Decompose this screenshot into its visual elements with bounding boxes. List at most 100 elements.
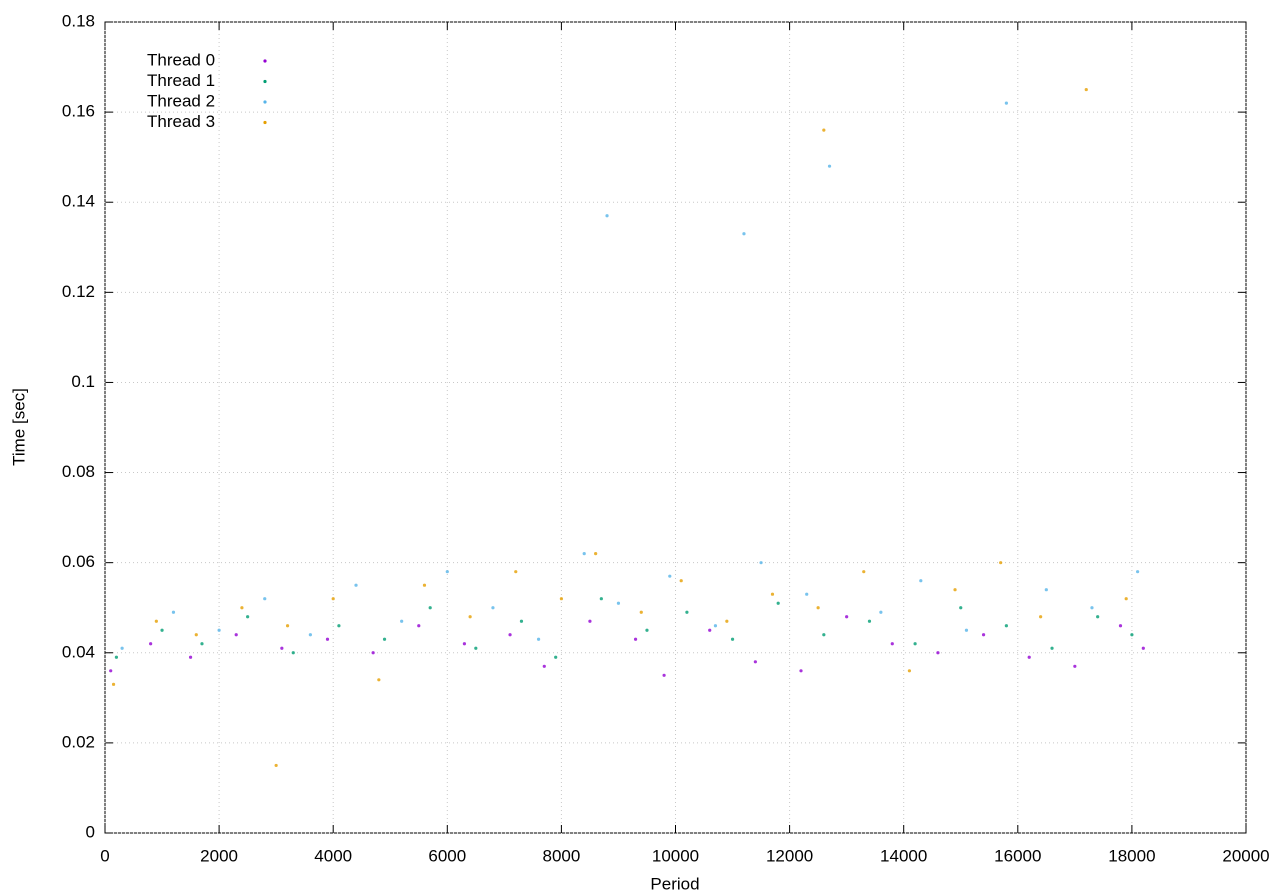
data-point <box>400 619 404 623</box>
data-point <box>845 615 849 619</box>
plot-frame <box>104 21 1247 834</box>
data-point <box>1050 646 1054 650</box>
data-point <box>337 624 341 628</box>
data-point <box>1130 633 1134 637</box>
data-point <box>1136 570 1140 574</box>
data-point <box>285 624 290 628</box>
data-point <box>645 628 649 632</box>
data-point <box>708 628 712 632</box>
x-tick-label: 20000 <box>1222 846 1269 865</box>
data-point <box>907 669 912 673</box>
data-point <box>114 655 119 659</box>
data-point <box>371 651 375 655</box>
data-point <box>491 606 495 610</box>
data-point <box>377 678 381 682</box>
data-point <box>1073 664 1077 668</box>
data-point <box>274 763 278 768</box>
data-point <box>679 579 683 583</box>
data-point <box>588 619 592 623</box>
y-tick-label: 0.06 <box>62 552 95 571</box>
data-point <box>559 597 564 601</box>
data-point <box>685 610 689 614</box>
data-point <box>200 642 204 646</box>
y-tick-label: 0.16 <box>62 102 95 121</box>
data-point <box>194 633 198 637</box>
legend-marker <box>263 79 267 84</box>
data-point <box>160 628 164 632</box>
data-point <box>474 646 478 650</box>
data-point <box>188 655 193 659</box>
data-point <box>953 588 957 592</box>
data-point <box>171 610 176 614</box>
data-point <box>799 669 803 673</box>
data-point <box>913 642 917 646</box>
data-point <box>999 561 1003 565</box>
legend-marker <box>263 100 267 104</box>
data-point <box>770 592 775 596</box>
data-point <box>890 642 894 646</box>
data-point <box>964 628 969 632</box>
data-point <box>827 164 832 168</box>
data-point <box>713 624 718 628</box>
x-tick-label: 0 <box>100 846 109 865</box>
x-tick-label: 16000 <box>994 846 1041 865</box>
data-point <box>1027 655 1031 659</box>
y-tick-label: 0.14 <box>62 192 95 211</box>
y-tick-label: 0.12 <box>62 282 95 301</box>
data-point <box>919 579 923 583</box>
data-point <box>730 637 735 641</box>
data-point <box>981 633 986 637</box>
data-point <box>109 669 113 673</box>
data-point <box>120 646 124 650</box>
y-axis-label: Time [sec] <box>9 388 28 466</box>
data-point <box>639 610 643 614</box>
data-point <box>936 651 940 655</box>
data-point <box>816 606 820 610</box>
data-point <box>959 606 963 610</box>
data-point <box>776 601 780 605</box>
data-point <box>1039 615 1043 619</box>
x-tick-label: 4000 <box>314 846 352 865</box>
legend-label: Thread 3 <box>147 112 215 131</box>
legend-label: Thread 1 <box>147 71 215 90</box>
data-point <box>263 597 267 601</box>
data-point <box>428 606 432 610</box>
data-point <box>382 637 387 641</box>
data-point <box>582 552 586 556</box>
data-point <box>742 232 746 236</box>
data-point <box>234 633 238 637</box>
data-point <box>422 583 427 587</box>
data-point <box>468 615 472 619</box>
y-tick-label: 0.08 <box>62 462 95 481</box>
data-point <box>240 606 244 610</box>
data-point <box>519 619 524 623</box>
x-tick-label: 14000 <box>880 846 927 865</box>
legend-label: Thread 0 <box>147 50 215 69</box>
data-point <box>508 633 512 637</box>
y-tick-label: 0.1 <box>71 372 95 391</box>
data-point <box>217 628 221 632</box>
data-point <box>542 664 546 668</box>
data-point <box>445 570 449 574</box>
data-point <box>822 633 826 637</box>
y-tick-label: 0.04 <box>62 642 95 661</box>
data-point <box>633 637 638 641</box>
data-point <box>111 682 116 686</box>
data-point <box>822 128 826 132</box>
data-point <box>325 637 330 641</box>
data-point <box>246 615 250 619</box>
x-axis-label: Period <box>650 874 699 893</box>
x-tick-label: 18000 <box>1108 846 1155 865</box>
data-point <box>753 660 757 664</box>
data-point <box>1084 87 1088 92</box>
data-point <box>308 633 312 637</box>
data-point <box>1004 624 1008 628</box>
data-point <box>554 655 558 659</box>
data-point <box>867 619 872 623</box>
data-point <box>616 601 621 605</box>
data-point <box>1044 588 1048 592</box>
data-point <box>599 597 603 601</box>
data-point <box>1004 101 1008 105</box>
legend-marker <box>263 59 267 63</box>
data-point <box>662 673 666 677</box>
